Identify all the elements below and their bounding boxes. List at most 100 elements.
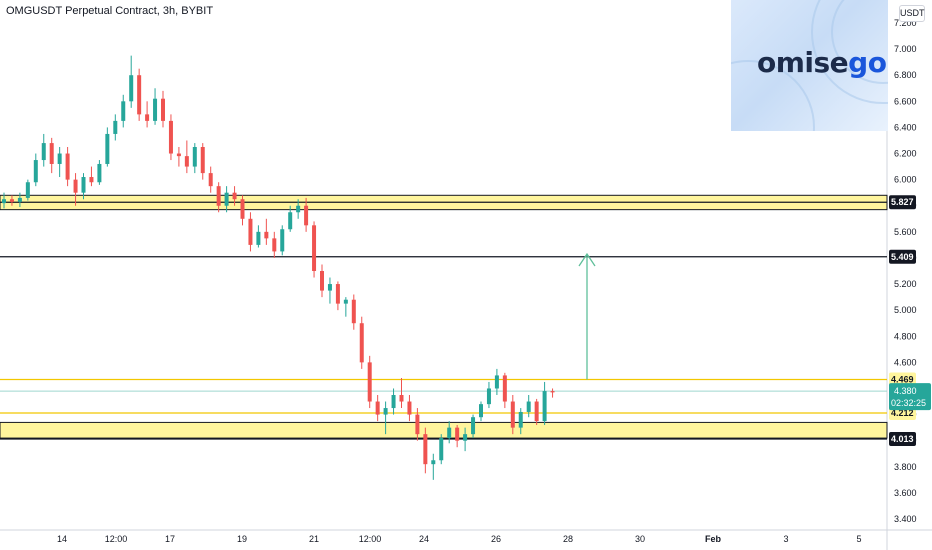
candle-body <box>463 434 468 441</box>
candle-body <box>192 147 197 167</box>
candle-body <box>184 156 189 167</box>
candle-body <box>89 177 94 183</box>
candle-body <box>359 323 364 363</box>
candle-body <box>264 231 269 239</box>
candle-body <box>232 192 237 200</box>
candle-body <box>49 143 54 164</box>
candle-body <box>216 186 221 206</box>
candle-body <box>494 375 499 389</box>
logo-text: omisego <box>757 46 887 79</box>
y-tick-label: 6.600 <box>894 96 917 106</box>
y-tick-label: 5.000 <box>894 305 917 315</box>
x-tick-label: 21 <box>309 534 319 544</box>
candle-body <box>208 173 213 187</box>
candle-body <box>113 120 118 134</box>
y-tick-label: 6.000 <box>894 175 917 185</box>
candle-body <box>200 147 205 174</box>
candle-body <box>343 299 348 304</box>
candle-body <box>248 218 253 245</box>
candle-body <box>121 101 126 121</box>
y-tick-label: 6.800 <box>894 70 917 80</box>
candle-body <box>510 401 515 428</box>
candle-body <box>240 199 245 219</box>
candle-body <box>415 414 420 435</box>
y-tick-label: 7.200 <box>894 18 917 28</box>
price-label-text: 4.212 <box>891 408 914 418</box>
candle-body <box>367 362 372 402</box>
candle-body <box>320 271 324 291</box>
candle-body <box>33 160 38 183</box>
candle-body <box>542 391 547 422</box>
candle-body <box>176 153 181 157</box>
candle-body <box>296 205 301 213</box>
candle-body <box>447 427 452 439</box>
price-label-text: 5.409 <box>891 252 914 262</box>
candle-body <box>288 212 293 230</box>
price-label-badge <box>889 249 916 264</box>
candle-body <box>439 438 444 461</box>
candle-body <box>105 133 110 164</box>
x-tick-label: 17 <box>165 534 175 544</box>
candle-body <box>65 153 70 180</box>
candle-body <box>81 177 86 193</box>
y-tick-label: 3.800 <box>894 462 917 472</box>
y-tick-label: 6.200 <box>894 149 917 159</box>
candle-body <box>327 284 332 291</box>
candle-body <box>304 205 309 226</box>
candle-body <box>312 225 317 271</box>
currency-button[interactable]: USDT <box>899 5 925 22</box>
chart-title: OMGUSDT Perpetual Contract, 3h, BYBIT <box>6 5 214 17</box>
x-tick-label: 12:00 <box>359 534 382 544</box>
candle-body <box>280 229 285 252</box>
y-tick-label: 3.400 <box>894 514 917 524</box>
y-tick-label: 7.000 <box>894 44 917 54</box>
candle-body <box>272 238 277 252</box>
y-tick-label: 4.600 <box>894 357 917 367</box>
candle-body <box>502 375 507 402</box>
countdown-text: 02:32:25 <box>891 398 926 408</box>
x-tick-label: 14 <box>57 534 67 544</box>
candle-body <box>2 199 6 204</box>
price-label-badge <box>889 195 916 210</box>
candle-body <box>486 388 491 405</box>
x-tick-label: 19 <box>237 534 247 544</box>
x-tick-label: 30 <box>635 534 645 544</box>
x-tick-label: 3 <box>783 534 788 544</box>
x-tick-label: 12:00 <box>105 534 128 544</box>
candle-body <box>41 143 46 161</box>
candle-body <box>137 75 142 115</box>
price-label-text: 5.827 <box>891 197 914 207</box>
candle-body <box>407 401 412 415</box>
price-label-text: 4.013 <box>891 434 914 444</box>
current-price-text: 4.380 <box>894 386 917 396</box>
candle-body <box>224 192 229 206</box>
candle-body <box>455 427 460 441</box>
candle-body <box>391 395 396 409</box>
candle-body <box>534 401 539 422</box>
y-tick-label: 5.600 <box>894 227 917 237</box>
candle-body <box>256 231 261 245</box>
x-tick-label: 26 <box>491 534 501 544</box>
price-label-text: 4.469 <box>891 374 914 384</box>
y-tick-label: 5.200 <box>894 279 917 289</box>
target-arrow-head <box>578 252 596 267</box>
price-label-badge <box>889 431 916 446</box>
candle-body <box>153 98 158 121</box>
support-resistance-zone <box>0 421 888 439</box>
candle-body <box>550 391 555 393</box>
candle-body <box>526 401 531 412</box>
candle-body <box>17 197 22 202</box>
x-tick-label: 5 <box>856 534 861 544</box>
candle-body <box>161 98 165 121</box>
x-tick-label: 24 <box>419 534 429 544</box>
candle-body <box>431 460 436 465</box>
candle-body <box>351 299 356 324</box>
y-tick-label: 3.600 <box>894 488 917 498</box>
y-tick-label: 4.800 <box>894 331 917 341</box>
price-label-badge <box>889 372 916 387</box>
candle-body <box>168 120 173 154</box>
candle-body <box>9 199 14 202</box>
candle-body <box>383 408 388 415</box>
